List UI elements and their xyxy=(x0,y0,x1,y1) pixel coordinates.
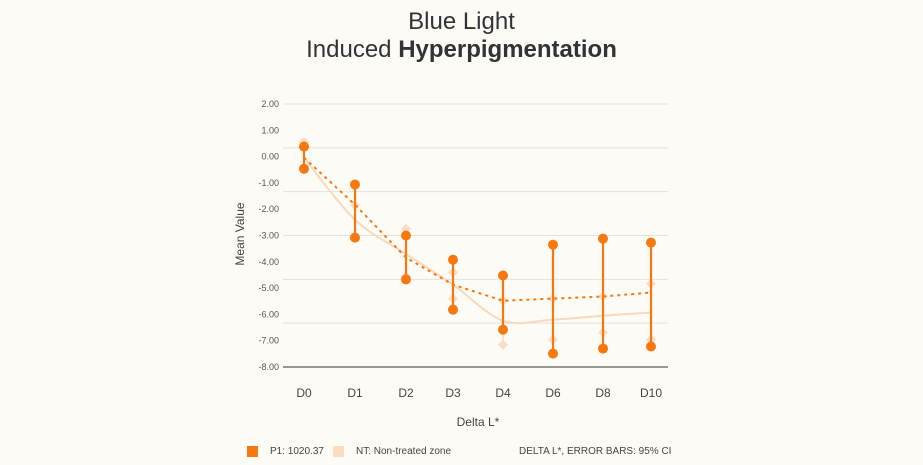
p1-ci-lower-marker xyxy=(448,304,458,315)
legend-item-nt: NT: Non-treated zone xyxy=(333,446,451,457)
chart-title-line2: Induced Hyperpigmentation xyxy=(0,35,923,64)
p1-ci-upper-marker xyxy=(350,179,360,190)
p1-ci-lower-marker xyxy=(401,274,411,285)
y-axis-label: Mean Value xyxy=(233,202,247,265)
p1-series xyxy=(299,141,656,359)
y-tick-label: 0.00 xyxy=(261,152,279,162)
x-tick-label: D4 xyxy=(495,386,511,400)
p1-ci-upper-marker xyxy=(548,239,558,250)
y-tick-label: 1.00 xyxy=(261,125,279,135)
chart-title-line1: Blue Light xyxy=(408,8,515,35)
legend-swatch-nt xyxy=(333,446,344,457)
legend-item-p1: P1: 1020.37 xyxy=(247,446,324,457)
x-tick-label: D8 xyxy=(595,386,611,400)
y-tick-label: -8.00 xyxy=(258,362,279,372)
y-tick-label: -5.00 xyxy=(258,283,279,293)
p1-ci-upper-marker xyxy=(498,270,508,281)
legend-label-p1: P1: 1020.37 xyxy=(270,446,324,457)
y-tick-label: -2.00 xyxy=(258,204,279,214)
x-tick-label: D2 xyxy=(398,386,414,400)
chart-note: DELTA L*, ERROR BARS: 95% CI xyxy=(519,446,671,457)
x-axis-label: Delta L* xyxy=(457,415,500,429)
y-tick-labels: 2.00 1.00 0.00 -1.00 -2.00 -3.00 -4.00 -5.00 -6.… xyxy=(258,99,279,372)
p1-ci-lower-marker xyxy=(646,341,656,352)
y-tick-label: -3.00 xyxy=(258,231,279,241)
error-bar-note: DELTA L*, ERROR BARS: 95% CI xyxy=(519,446,672,457)
x-tick-label: D0 xyxy=(296,386,312,400)
p1-ci-upper-marker xyxy=(401,230,411,241)
p1-ci-upper-marker xyxy=(598,233,608,244)
p1-ci-upper-marker xyxy=(448,254,458,265)
nt-ci-lower-marker xyxy=(498,339,508,350)
legend-swatch-p1 xyxy=(247,446,258,457)
y-tick-label: 2.00 xyxy=(261,99,279,109)
p1-ci-lower-marker xyxy=(350,232,360,243)
y-tick-label: -7.00 xyxy=(258,336,279,346)
x-tick-label: D6 xyxy=(545,386,561,400)
p1-ci-lower-marker xyxy=(598,343,608,354)
y-tick-label: -4.00 xyxy=(258,257,279,267)
x-tick-labels: D0 D1 D2 D3 D4 D6 D8 D10 xyxy=(296,386,662,400)
x-tick-label: D10 xyxy=(640,386,662,400)
y-tick-label: -1.00 xyxy=(258,178,279,188)
p1-ci-upper-marker xyxy=(646,237,656,248)
p1-ci-lower-marker xyxy=(299,163,309,174)
x-tick-label: D3 xyxy=(445,386,461,400)
p1-ci-lower-marker xyxy=(548,348,558,359)
title-regular: Induced xyxy=(306,36,399,63)
p1-ci-upper-marker xyxy=(299,141,309,152)
title-bold: Hyperpigmentation xyxy=(398,36,617,63)
p1-ci-lower-marker xyxy=(498,324,508,335)
gridlines xyxy=(283,103,668,368)
legend-label-nt: NT: Non-treated zone xyxy=(356,446,452,457)
y-tick-label: -6.00 xyxy=(258,309,279,319)
x-tick-label: D1 xyxy=(347,386,363,400)
